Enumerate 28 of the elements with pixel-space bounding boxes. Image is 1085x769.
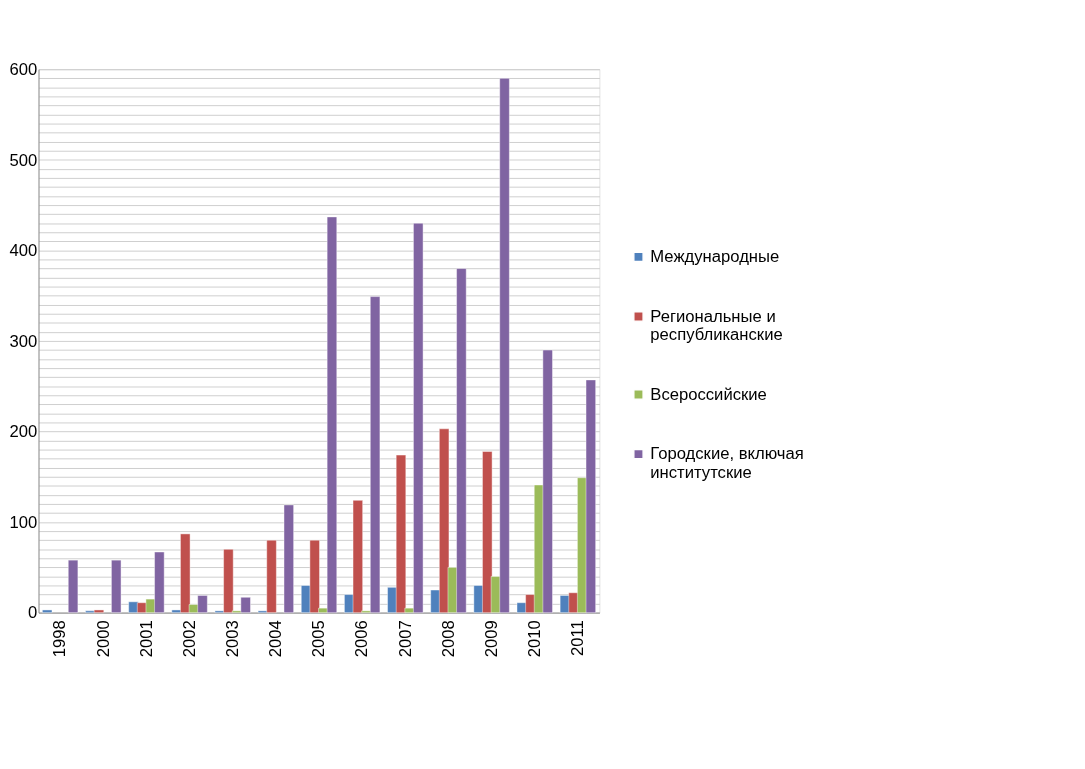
bar xyxy=(68,559,79,613)
legend-label: Городские, включая институтские xyxy=(650,444,804,482)
x-tick-label: 2002 xyxy=(179,620,199,658)
x-tick-label: 2003 xyxy=(222,620,242,658)
legend-label: Всероссийские xyxy=(650,384,767,404)
x-tick-label: 2009 xyxy=(481,620,501,658)
bar xyxy=(111,559,122,613)
y-tick-label: 400 xyxy=(9,241,38,261)
y-tick-label: 300 xyxy=(9,331,38,351)
x-tick-label: 2004 xyxy=(266,620,286,658)
x-tick-label: 2010 xyxy=(525,620,545,658)
y-tick-label: 500 xyxy=(9,150,38,170)
bar xyxy=(283,504,294,613)
y-tick-label: 200 xyxy=(9,422,38,442)
bar xyxy=(42,609,53,613)
y-tick-label: 100 xyxy=(9,512,38,532)
x-tick-label: 1998 xyxy=(50,620,70,658)
x-tick-label: 2006 xyxy=(352,620,372,658)
x-tick-label: 2011 xyxy=(568,620,588,656)
x-tick-label: 2007 xyxy=(395,620,415,658)
x-tick-label: 2005 xyxy=(309,620,329,658)
legend-label: Региональные и республиканские xyxy=(650,306,783,345)
x-tick-label: 2008 xyxy=(438,620,458,658)
x-tick-label: 2001 xyxy=(136,620,156,658)
y-tick-label: 600 xyxy=(9,59,38,79)
legend-label: Международные xyxy=(650,247,780,267)
x-tick-label: 2000 xyxy=(93,620,113,658)
y-tick-label: 0 xyxy=(27,603,38,623)
